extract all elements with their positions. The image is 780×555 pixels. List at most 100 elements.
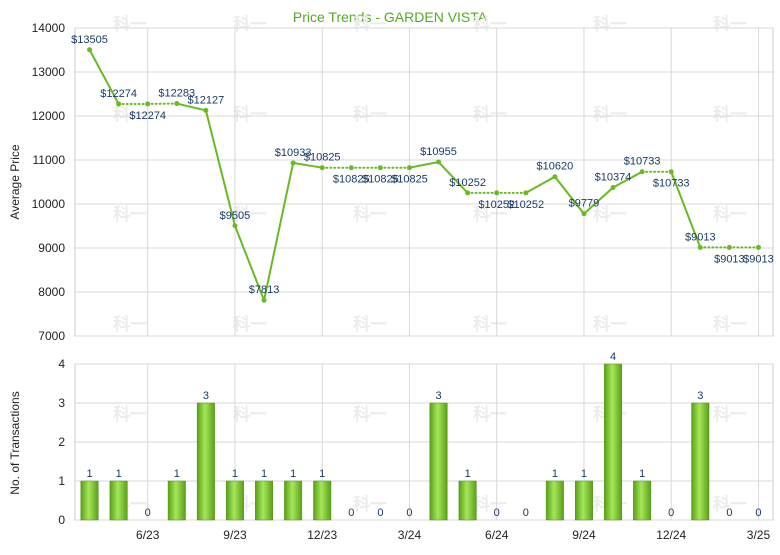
transaction-count-label: 0 bbox=[494, 507, 500, 519]
price-point bbox=[552, 174, 557, 179]
x-tick-label: 6/23 bbox=[136, 528, 160, 542]
transaction-bar bbox=[255, 481, 272, 520]
price-tick-label: 12000 bbox=[32, 109, 66, 123]
watermark-text: 科一 bbox=[473, 494, 507, 514]
price-data-label: $10733 bbox=[624, 156, 661, 168]
watermark-text: 科一 bbox=[233, 104, 267, 124]
transaction-count-label: 1 bbox=[232, 468, 238, 480]
price-point bbox=[581, 211, 586, 216]
price-point bbox=[465, 190, 470, 195]
transaction-bar bbox=[81, 481, 98, 520]
transactions-tick-label: 4 bbox=[58, 357, 65, 371]
transactions-tick-label: 1 bbox=[58, 474, 65, 488]
transactions-tick-label: 0 bbox=[58, 513, 65, 527]
price-tick-label: 13000 bbox=[32, 65, 66, 79]
watermark-text: 科一 bbox=[593, 14, 627, 34]
transaction-bar bbox=[430, 403, 447, 520]
price-point bbox=[378, 165, 383, 170]
price-data-label: $12127 bbox=[188, 94, 225, 106]
price-point bbox=[232, 223, 237, 228]
price-point bbox=[523, 190, 528, 195]
watermark-text: 科一 bbox=[233, 404, 267, 424]
x-tick-label: 9/23 bbox=[223, 528, 247, 542]
transaction-count-label: 1 bbox=[116, 468, 122, 480]
price-data-label: $9505 bbox=[220, 210, 251, 222]
price-point bbox=[87, 47, 92, 52]
chart-title: Price Trends - GARDEN VISTA bbox=[293, 9, 488, 25]
transaction-count-label: 1 bbox=[86, 468, 92, 480]
price-axis-label: Average Price bbox=[8, 144, 22, 219]
price-tick-label: 10000 bbox=[32, 197, 66, 211]
price-data-label: $10825 bbox=[304, 152, 341, 164]
transaction-bar bbox=[633, 481, 650, 520]
price-tick-label: 8000 bbox=[38, 285, 65, 299]
transaction-count-label: 1 bbox=[174, 468, 180, 480]
price-point bbox=[116, 101, 121, 106]
price-data-label: $10733 bbox=[653, 178, 690, 190]
transaction-count-label: 0 bbox=[145, 507, 151, 519]
price-point bbox=[727, 245, 732, 250]
price-line-segment bbox=[206, 110, 235, 225]
price-point bbox=[494, 190, 499, 195]
transaction-count-label: 4 bbox=[610, 351, 616, 363]
price-point bbox=[669, 169, 674, 174]
watermark-text: 科一 bbox=[593, 104, 627, 124]
transaction-count-label: 3 bbox=[697, 390, 703, 402]
x-tick-label: 12/24 bbox=[656, 528, 686, 542]
price-tick-label: 14000 bbox=[32, 21, 66, 35]
watermark-text: 科一 bbox=[593, 314, 627, 334]
transaction-count-label: 1 bbox=[552, 468, 558, 480]
watermark-text: 科一 bbox=[713, 104, 747, 124]
watermark-text: 科一 bbox=[113, 14, 147, 34]
price-point bbox=[640, 169, 645, 174]
price-point bbox=[174, 101, 179, 106]
watermark-text: 科一 bbox=[473, 104, 507, 124]
transaction-bar bbox=[604, 364, 621, 520]
watermark-text: 科一 bbox=[113, 404, 147, 424]
transaction-count-label: 1 bbox=[319, 468, 325, 480]
x-tick-label: 9/24 bbox=[572, 528, 596, 542]
price-point bbox=[145, 101, 150, 106]
x-tick-label: 12/23 bbox=[307, 528, 337, 542]
price-line-segment bbox=[526, 177, 555, 193]
watermark-text: 科一 bbox=[113, 314, 147, 334]
price-point bbox=[436, 159, 441, 164]
transaction-bar bbox=[575, 481, 592, 520]
transaction-count-label: 1 bbox=[581, 468, 587, 480]
transaction-count-label: 0 bbox=[523, 507, 529, 519]
transactions-tick-label: 3 bbox=[58, 396, 65, 410]
price-point bbox=[756, 245, 761, 250]
transaction-bar bbox=[110, 481, 127, 520]
transaction-count-label: 1 bbox=[465, 468, 471, 480]
transactions-tick-label: 2 bbox=[58, 435, 65, 449]
price-data-label: $13505 bbox=[71, 34, 108, 46]
watermark-text: 科一 bbox=[713, 204, 747, 224]
price-data-label: $9013 bbox=[743, 253, 774, 265]
transactions-axis-label: No. of Transactions bbox=[8, 391, 22, 494]
price-data-label: $9013 bbox=[685, 231, 716, 243]
price-point bbox=[407, 165, 412, 170]
price-point bbox=[203, 108, 208, 113]
price-data-label: $10374 bbox=[595, 172, 632, 184]
transaction-count-label: 0 bbox=[668, 507, 674, 519]
watermark-text: 科一 bbox=[113, 204, 147, 224]
price-tick-label: 9000 bbox=[38, 241, 65, 255]
x-tick-label: 6/24 bbox=[485, 528, 509, 542]
watermark-text: 科一 bbox=[473, 314, 507, 334]
price-point bbox=[611, 185, 616, 190]
price-data-label: $10252 bbox=[449, 177, 486, 189]
price-point bbox=[291, 160, 296, 165]
transaction-bar bbox=[546, 481, 563, 520]
transaction-bar bbox=[313, 481, 330, 520]
transaction-count-label: 1 bbox=[290, 468, 296, 480]
transaction-count-label: 3 bbox=[435, 390, 441, 402]
x-tick-label: 3/25 bbox=[747, 528, 771, 542]
price-data-label: $10955 bbox=[420, 146, 457, 158]
transaction-count-label: 1 bbox=[639, 468, 645, 480]
price-line-segment bbox=[264, 163, 293, 300]
price-data-label: $9013 bbox=[714, 253, 745, 265]
watermark-text: 科一 bbox=[233, 314, 267, 334]
watermark-text: 科一 bbox=[233, 14, 267, 34]
